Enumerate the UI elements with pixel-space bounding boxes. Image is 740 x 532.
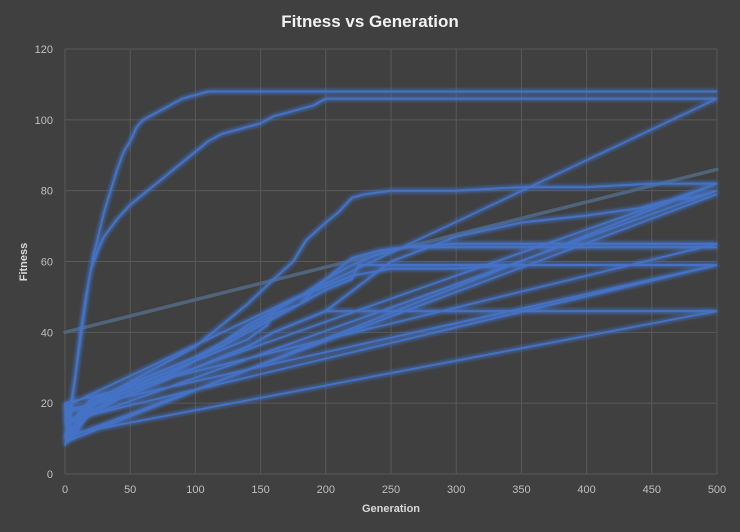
x-tick-label-6: 300: [447, 484, 465, 496]
series-line-2: [64, 97, 717, 439]
connector-line-4: [64, 193, 718, 440]
x-tick-label-3: 150: [251, 484, 269, 496]
y-tick-label-0: 0: [47, 469, 53, 481]
y-tick-label-4: 80: [41, 186, 53, 198]
connector-line-2: [64, 182, 718, 415]
series-line-3: [64, 182, 717, 444]
y-tick-label-2: 40: [41, 327, 53, 339]
y-axis-title: Fitness: [18, 243, 30, 282]
x-tick-label-5: 250: [382, 484, 400, 496]
y-tick-label-1: 20: [41, 398, 53, 410]
x-tick-label-9: 450: [643, 484, 661, 496]
x-tick-label-8: 400: [577, 484, 595, 496]
x-tick-label-7: 350: [512, 484, 530, 496]
x-tick-label-2: 100: [186, 484, 204, 496]
y-tick-label-6: 120: [35, 44, 53, 56]
y-axis-ticks: 0 20 40 60 80 100 120: [35, 44, 53, 481]
x-tick-label-10: 500: [708, 484, 726, 496]
series-lines: [64, 90, 718, 446]
connector-line-1: [64, 97, 718, 408]
series-line-9: [64, 310, 717, 436]
x-tick-label-1: 50: [124, 484, 136, 496]
x-axis-title: Generation: [362, 503, 420, 515]
series-line-6: [64, 264, 717, 426]
x-tick-label-0: 0: [62, 484, 68, 496]
series-line-7: [64, 264, 717, 433]
chart-title: Fitness vs Generation: [281, 12, 459, 31]
connector-line-6: [64, 264, 718, 412]
connector-line-7: [64, 264, 718, 422]
connector-line-8: [64, 310, 718, 436]
connector-line-9: [64, 182, 718, 443]
x-tick-label-4: 200: [317, 484, 335, 496]
y-tick-label-3: 60: [41, 257, 53, 269]
x-axis-ticks: 0 50 100 150 200 250 300 350 400 450 500: [62, 484, 726, 496]
y-tick-label-5: 100: [35, 115, 53, 127]
